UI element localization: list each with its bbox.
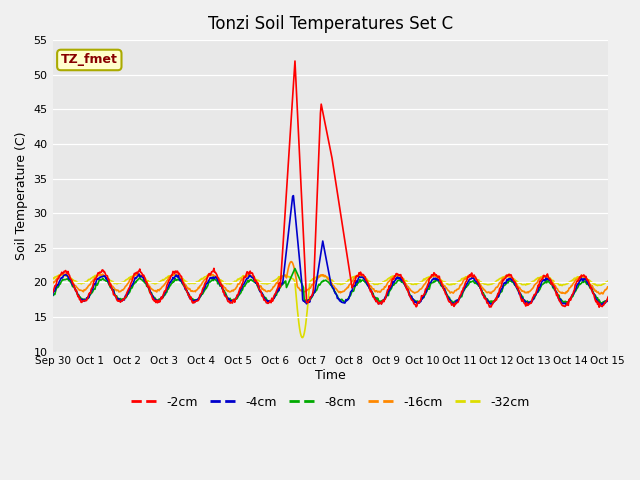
Title: Tonzi Soil Temperatures Set C: Tonzi Soil Temperatures Set C — [207, 15, 452, 33]
Y-axis label: Soil Temperature (C): Soil Temperature (C) — [15, 132, 28, 260]
Text: TZ_fmet: TZ_fmet — [61, 53, 118, 66]
Legend: -2cm, -4cm, -8cm, -16cm, -32cm: -2cm, -4cm, -8cm, -16cm, -32cm — [126, 391, 534, 414]
X-axis label: Time: Time — [315, 369, 346, 382]
